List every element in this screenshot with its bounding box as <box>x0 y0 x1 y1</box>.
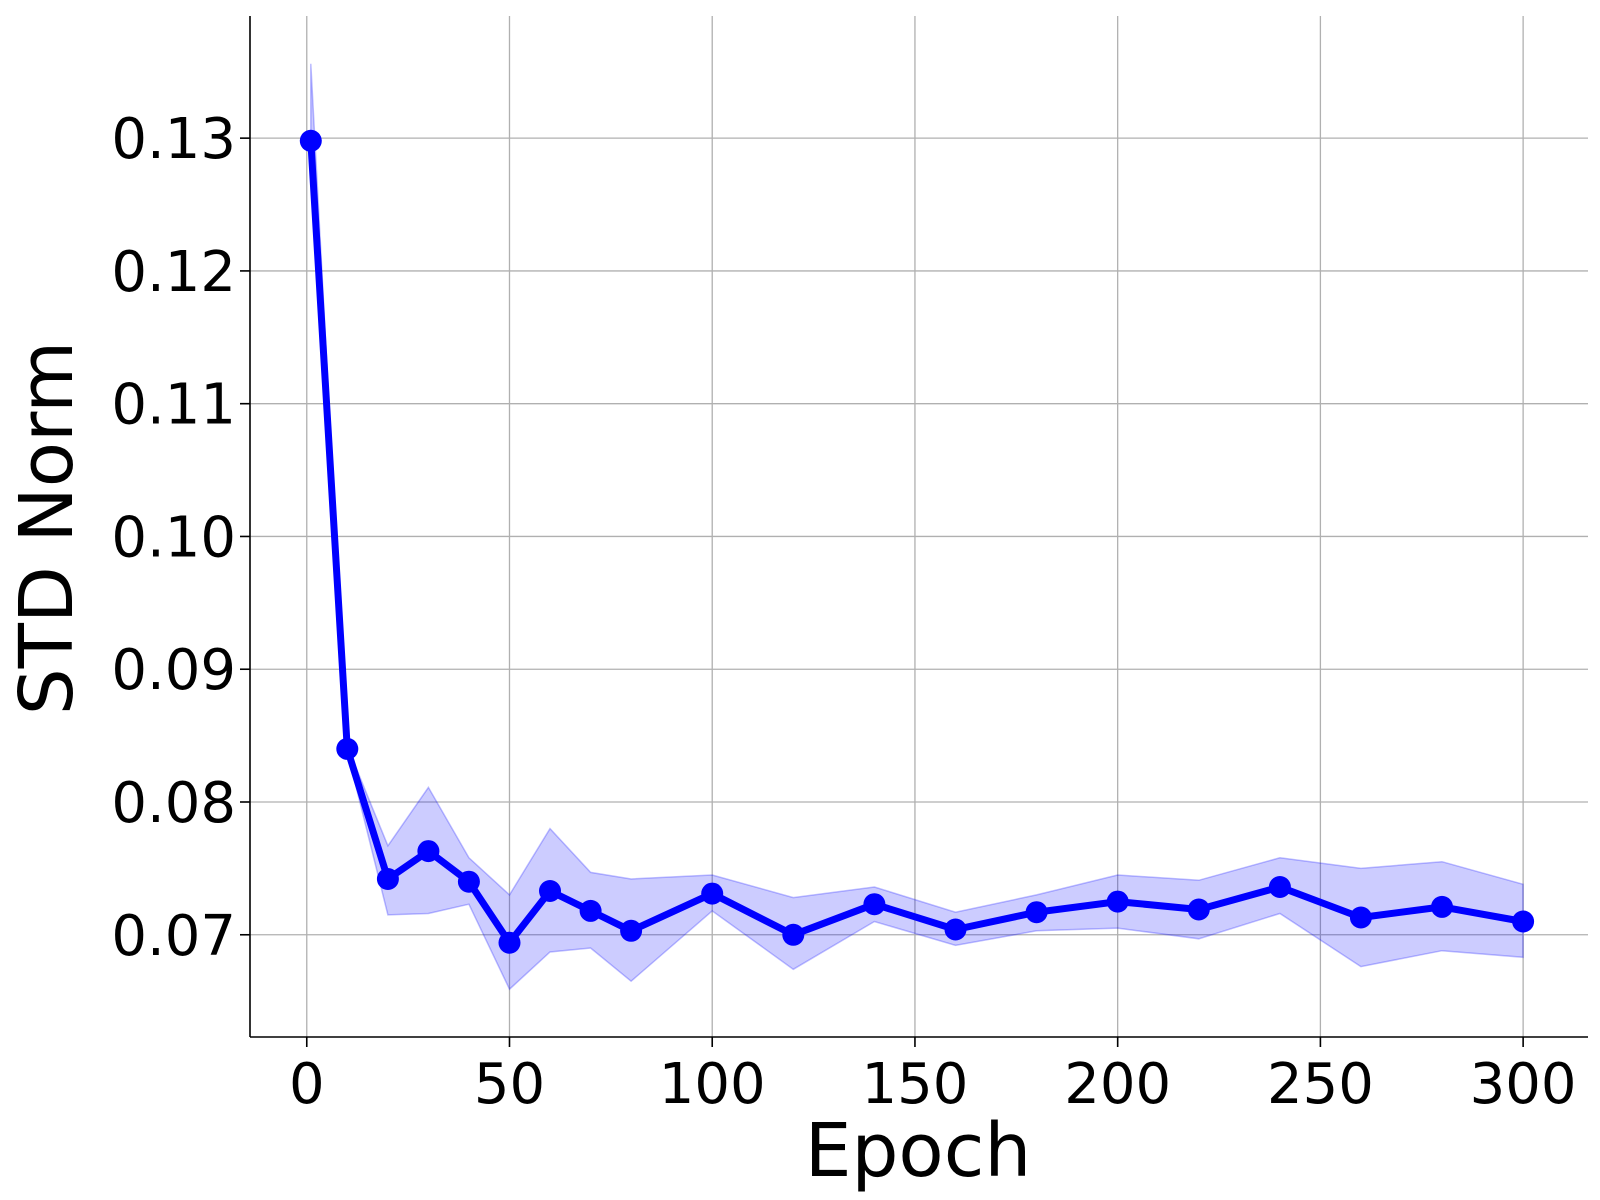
x-tick-label: 50 <box>474 1052 545 1117</box>
data-point <box>944 918 967 941</box>
y-tick-label: 0.07 <box>111 904 236 969</box>
data-point <box>539 880 561 902</box>
x-tick-label: 300 <box>1470 1052 1577 1117</box>
data-points <box>299 129 1535 954</box>
data-point <box>701 882 724 905</box>
data-point <box>1106 890 1129 913</box>
y-axis-title: STD Norm <box>4 341 90 716</box>
series-line <box>307 137 1527 947</box>
x-axis-title: Epoch <box>805 1108 1032 1194</box>
data-point <box>299 129 322 152</box>
data-point <box>457 870 480 893</box>
data-point <box>863 893 886 916</box>
y-tick-label: 0.11 <box>111 373 236 438</box>
y-tick-label: 0.08 <box>111 771 236 836</box>
data-point <box>376 868 399 890</box>
y-axis-ticks: 0.07 0.08 0.09 0.10 0.11 0.12 0.13 <box>111 107 250 969</box>
grid-lines <box>250 16 1588 1037</box>
x-tick-label: 0 <box>289 1052 325 1117</box>
series-band <box>310 63 1524 991</box>
y-tick-label: 0.12 <box>111 240 236 305</box>
x-tick-label: 200 <box>1064 1052 1171 1117</box>
x-axis-ticks: 0 50 100 150 200 250 300 <box>289 1037 1577 1117</box>
data-point <box>417 840 440 863</box>
axes <box>249 16 1588 1038</box>
data-point <box>1025 901 1048 924</box>
y-tick-label: 0.13 <box>111 107 236 172</box>
y-tick-label: 0.09 <box>111 638 236 703</box>
series-polyline <box>307 137 1527 947</box>
data-point <box>498 931 521 954</box>
x-tick-label: 150 <box>862 1052 969 1117</box>
data-point <box>1431 895 1453 918</box>
x-tick-label: 100 <box>659 1052 766 1117</box>
y-tick-label: 0.10 <box>111 505 236 570</box>
data-point <box>1268 876 1291 898</box>
data-point <box>1349 906 1372 929</box>
data-point <box>579 899 602 922</box>
data-point <box>336 737 359 760</box>
confidence-band <box>310 63 1524 991</box>
data-point <box>1512 910 1535 933</box>
data-point <box>1187 898 1210 921</box>
data-point <box>620 919 643 942</box>
x-tick-label: 250 <box>1267 1052 1374 1117</box>
data-point <box>782 923 805 946</box>
